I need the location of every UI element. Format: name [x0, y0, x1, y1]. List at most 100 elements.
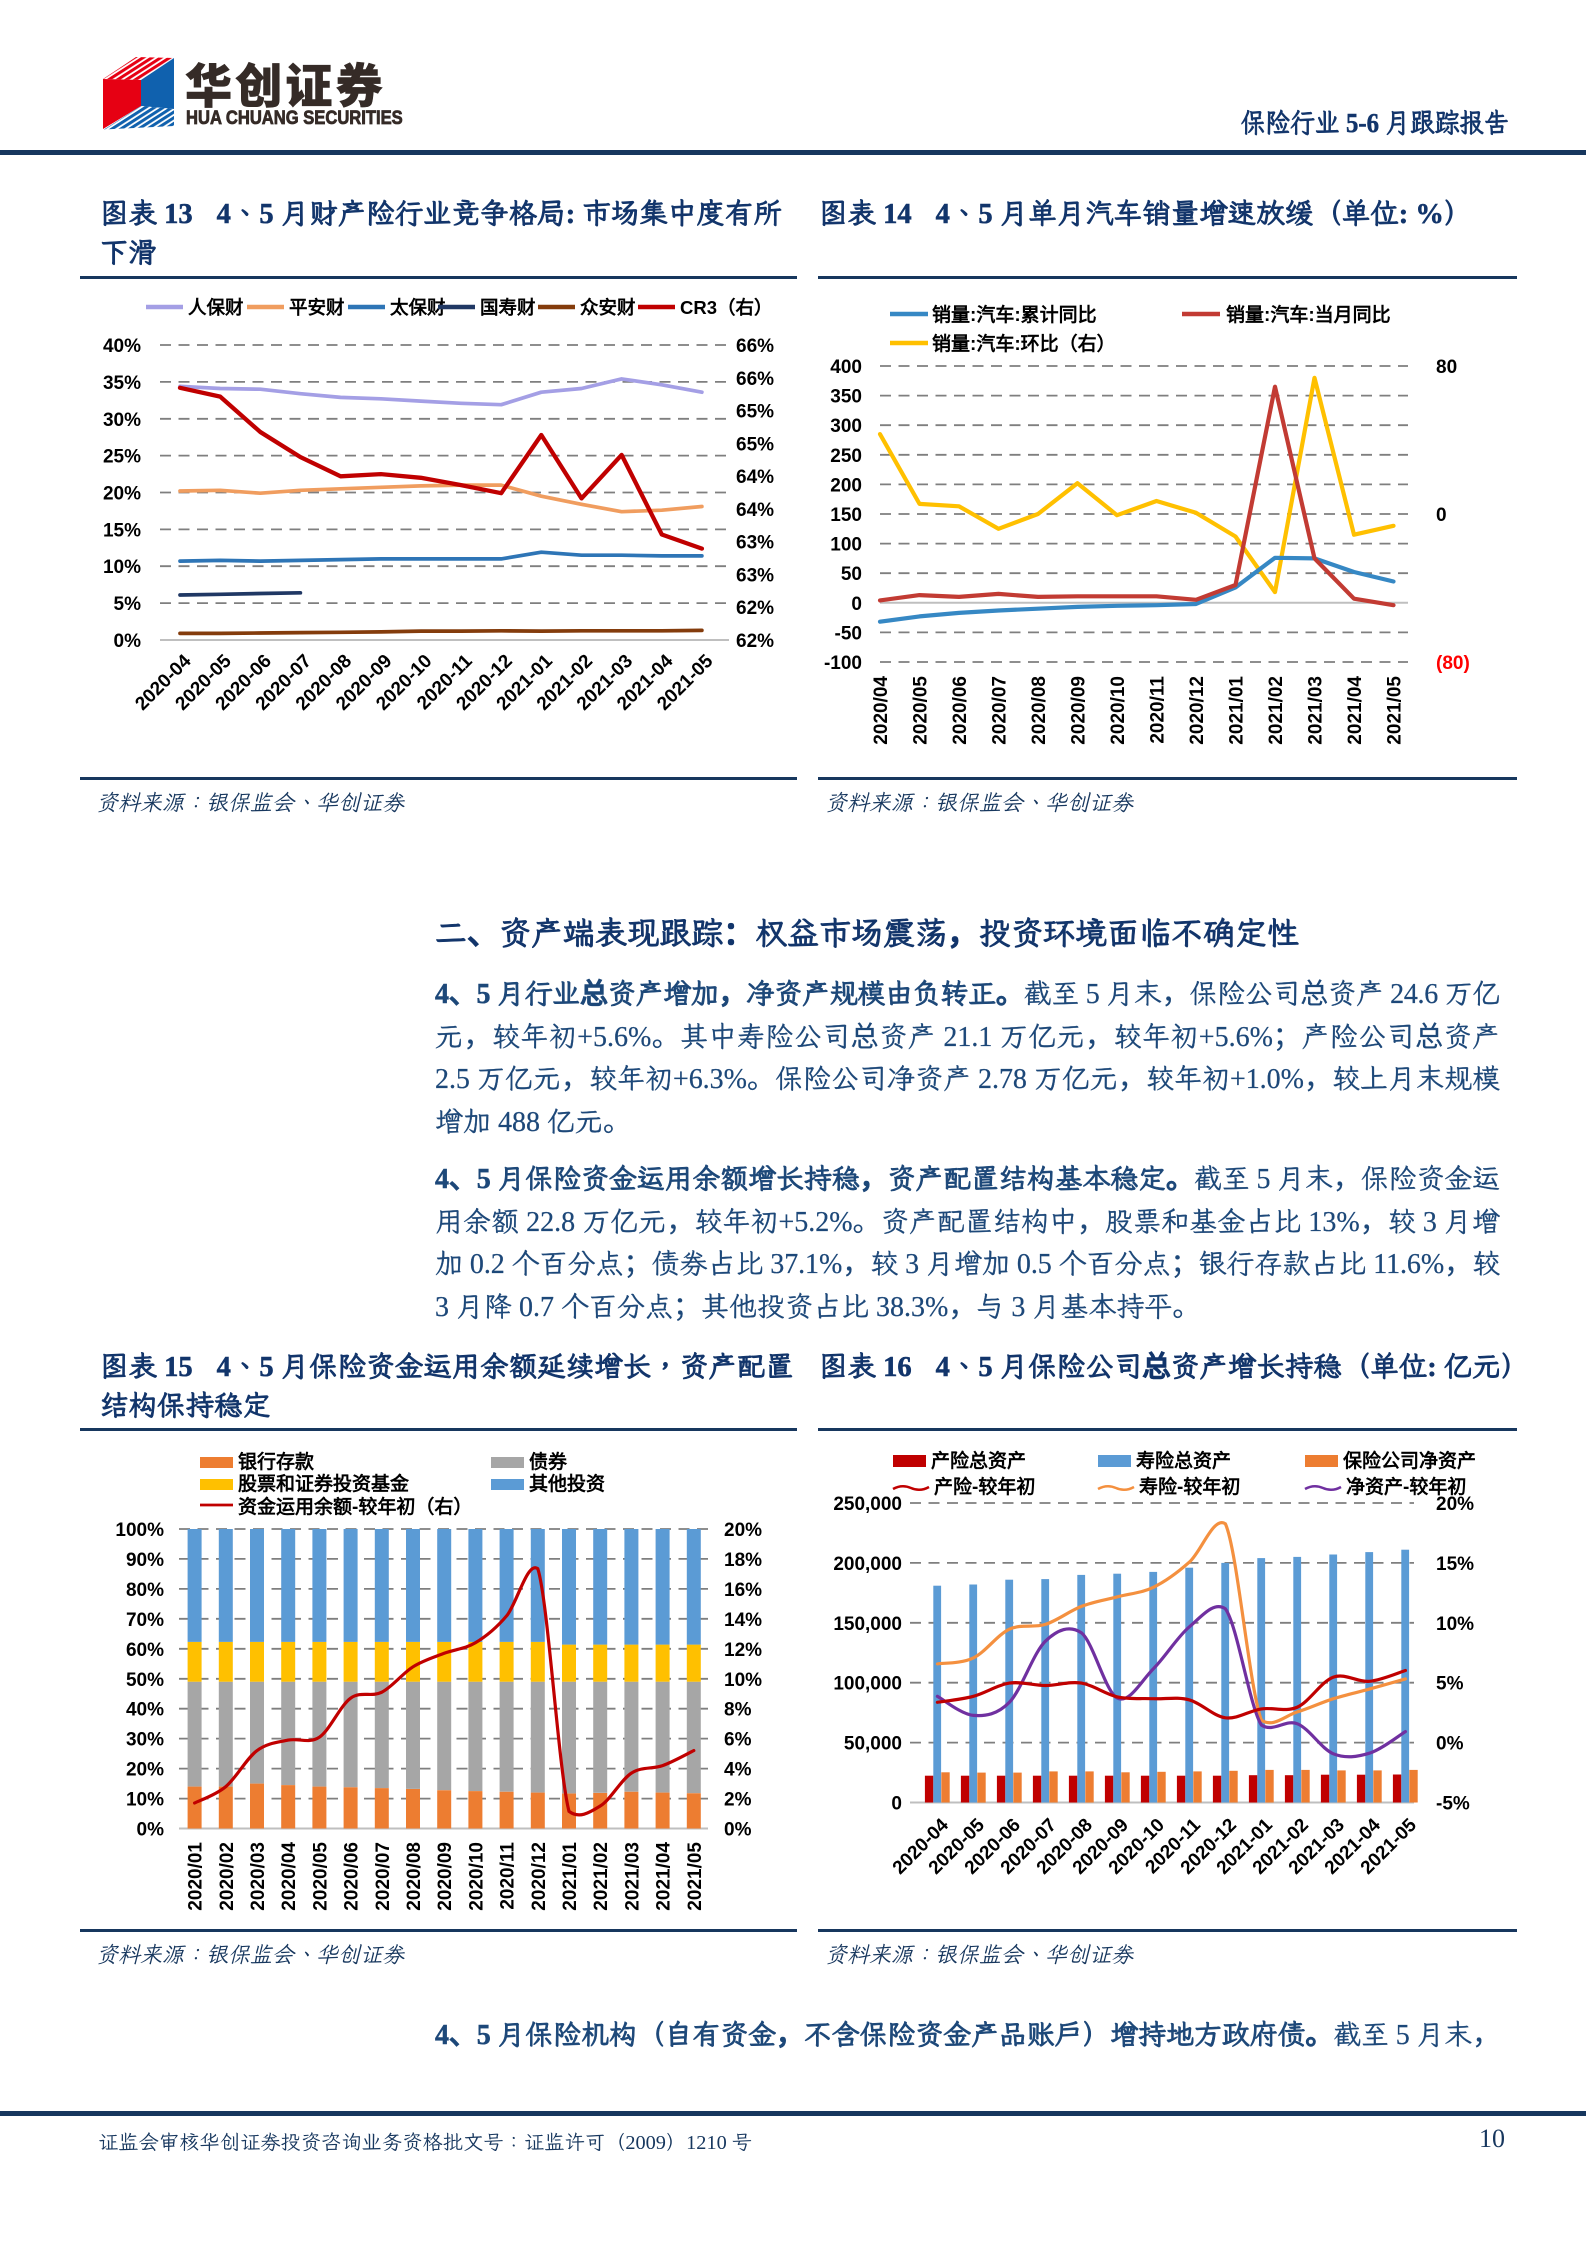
svg-text:2020/02: 2020/02 — [217, 1842, 238, 1911]
svg-text:20%: 20% — [126, 1760, 164, 1781]
svg-text:2021/03: 2021/03 — [622, 1842, 643, 1911]
svg-text:2021/05: 2021/05 — [685, 1842, 706, 1911]
svg-text:2%: 2% — [724, 1790, 752, 1811]
svg-text:90%: 90% — [126, 1550, 164, 1571]
svg-text:0%: 0% — [724, 1820, 752, 1841]
svg-text:0: 0 — [851, 594, 862, 615]
svg-text:0%: 0% — [137, 1820, 165, 1841]
svg-text:2021/04: 2021/04 — [654, 1842, 675, 1911]
svg-text:66%: 66% — [736, 369, 774, 390]
svg-text:2021/03: 2021/03 — [1306, 676, 1327, 745]
svg-text:销量:汽车:累计同比: 销量:汽车:累计同比 — [932, 303, 1097, 326]
svg-text:2021/01: 2021/01 — [1227, 676, 1248, 745]
svg-text:平安财: 平安财 — [289, 297, 345, 318]
svg-text:2020/07: 2020/07 — [990, 676, 1011, 745]
svg-text:15%: 15% — [1436, 1554, 1474, 1575]
svg-text:2020/07: 2020/07 — [373, 1842, 394, 1911]
svg-text:0%: 0% — [114, 631, 142, 652]
svg-text:0: 0 — [891, 1794, 902, 1815]
svg-text:20%: 20% — [103, 484, 141, 505]
svg-text:5%: 5% — [1436, 1674, 1464, 1695]
svg-text:销量:汽车:当月同比: 销量:汽车:当月同比 — [1226, 303, 1391, 326]
svg-text:12%: 12% — [724, 1640, 762, 1661]
svg-text:-5%: -5% — [1436, 1794, 1470, 1815]
svg-text:2020/06: 2020/06 — [342, 1842, 363, 1911]
svg-text:2020/08: 2020/08 — [404, 1842, 425, 1911]
svg-text:2020/03: 2020/03 — [248, 1842, 269, 1911]
svg-text:50: 50 — [841, 564, 862, 585]
svg-text:150: 150 — [830, 505, 862, 526]
svg-text:50%: 50% — [126, 1670, 164, 1691]
svg-text:18%: 18% — [724, 1550, 762, 1571]
svg-text:2020/11: 2020/11 — [1148, 676, 1169, 744]
svg-text:80: 80 — [1436, 357, 1457, 378]
svg-text:2020/10: 2020/10 — [466, 1842, 487, 1911]
svg-text:2020/04: 2020/04 — [279, 1842, 300, 1911]
svg-text:64%: 64% — [736, 467, 774, 488]
svg-text:5%: 5% — [114, 594, 142, 615]
svg-text:银行存款: 银行存款 — [238, 1450, 315, 1473]
svg-text:200: 200 — [830, 475, 862, 496]
svg-text:国寿财: 国寿财 — [480, 297, 536, 318]
svg-text:65%: 65% — [736, 402, 774, 423]
svg-text:20%: 20% — [1436, 1494, 1474, 1515]
svg-text:62%: 62% — [736, 631, 774, 652]
svg-text:寿险-较年初: 寿险-较年初 — [1139, 1475, 1240, 1498]
svg-text:2020/04: 2020/04 — [871, 676, 892, 745]
svg-text:2021/01: 2021/01 — [560, 1842, 581, 1911]
svg-text:40%: 40% — [103, 336, 141, 357]
svg-text:2020/06: 2020/06 — [950, 676, 971, 745]
svg-text:150,000: 150,000 — [833, 1614, 902, 1635]
svg-text:30%: 30% — [126, 1730, 164, 1751]
svg-text:8%: 8% — [724, 1700, 752, 1721]
svg-text:CR3（右）: CR3（右） — [680, 297, 773, 318]
svg-text:4%: 4% — [724, 1760, 752, 1781]
svg-text:63%: 63% — [736, 533, 774, 554]
svg-text:销量:汽车:环比（右）: 销量:汽车:环比（右） — [932, 332, 1116, 355]
svg-text:100%: 100% — [115, 1520, 164, 1541]
svg-text:(80): (80) — [1436, 653, 1470, 674]
svg-text:2021/04: 2021/04 — [1345, 676, 1366, 745]
svg-text:20%: 20% — [724, 1520, 762, 1541]
svg-text:63%: 63% — [736, 565, 774, 586]
svg-text:寿险总资产: 寿险总资产 — [1136, 1449, 1231, 1472]
svg-text:200,000: 200,000 — [833, 1554, 902, 1575]
svg-text:100: 100 — [830, 535, 862, 556]
svg-text:太保财: 太保财 — [389, 297, 446, 318]
svg-text:2020/09: 2020/09 — [1069, 676, 1090, 745]
svg-text:35%: 35% — [103, 373, 141, 394]
svg-text:400: 400 — [830, 357, 862, 378]
svg-text:2020/10: 2020/10 — [1108, 676, 1129, 745]
svg-text:2020/12: 2020/12 — [529, 1842, 550, 1911]
svg-text:2020/08: 2020/08 — [1029, 676, 1050, 745]
svg-text:40%: 40% — [126, 1700, 164, 1721]
svg-text:60%: 60% — [126, 1640, 164, 1661]
svg-text:16%: 16% — [724, 1580, 762, 1601]
svg-text:保险公司净资产: 保险公司净资产 — [1342, 1449, 1476, 1472]
svg-text:14%: 14% — [724, 1610, 762, 1631]
svg-text:0: 0 — [1436, 505, 1447, 526]
svg-text:65%: 65% — [736, 434, 774, 455]
svg-text:净资产-较年初: 净资产-较年初 — [1346, 1475, 1466, 1498]
svg-text:2020/12: 2020/12 — [1187, 676, 1208, 745]
svg-text:50,000: 50,000 — [844, 1734, 902, 1755]
svg-text:2021/02: 2021/02 — [591, 1842, 612, 1911]
svg-text:2020/01: 2020/01 — [186, 1842, 207, 1911]
svg-text:2021/05: 2021/05 — [1385, 676, 1406, 745]
svg-text:资金运用余额-较年初（右）: 资金运用余额-较年初（右） — [238, 1495, 472, 1518]
svg-text:250: 250 — [830, 446, 862, 467]
svg-text:0%: 0% — [1436, 1734, 1464, 1755]
svg-text:其他投资: 其他投资 — [529, 1472, 605, 1495]
svg-text:10%: 10% — [103, 557, 141, 578]
svg-text:人保财: 人保财 — [188, 297, 244, 318]
svg-text:80%: 80% — [126, 1580, 164, 1601]
svg-text:2020/05: 2020/05 — [310, 1842, 331, 1911]
svg-text:-100: -100 — [824, 653, 862, 674]
svg-text:众安财: 众安财 — [580, 297, 636, 318]
svg-text:债券: 债券 — [529, 1450, 568, 1473]
svg-text:250,000: 250,000 — [833, 1494, 902, 1515]
svg-text:10%: 10% — [1436, 1614, 1474, 1635]
svg-text:100,000: 100,000 — [833, 1674, 902, 1695]
svg-text:350: 350 — [830, 387, 862, 408]
svg-text:66%: 66% — [736, 336, 774, 357]
